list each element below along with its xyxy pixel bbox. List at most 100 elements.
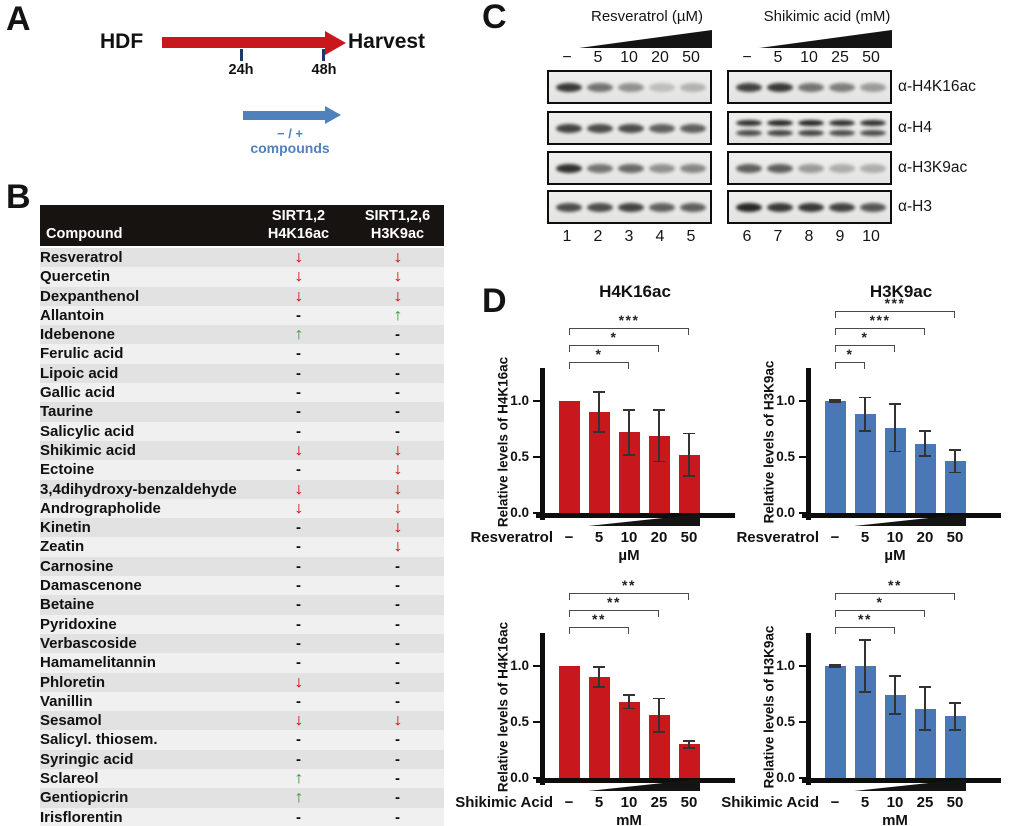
chart-h3k9ac-shikimic: Relative levels of H3K9ac 0.0 0.5 1.0 ** * ** S… xyxy=(721,566,1005,826)
header-line-h4k16ac: H4K16ac xyxy=(267,225,330,242)
error-bar-cap xyxy=(949,728,961,731)
down-arrow-icon: ↓ xyxy=(293,441,304,459)
error-bar-cap xyxy=(919,686,931,689)
y-tick-label: 0.5 xyxy=(776,449,795,464)
table-row: Salicyl. thiosem. - - xyxy=(40,730,444,750)
table-row: Dexpanthenol ↓ ↓ xyxy=(40,286,444,306)
panel-c-label: C xyxy=(482,0,507,36)
effect-cell: ↓ xyxy=(351,247,444,268)
compound-name-label: Shikimic Acid xyxy=(455,794,553,811)
significance-bracket xyxy=(835,362,865,369)
dose-label: 5 xyxy=(593,49,603,66)
protein-band xyxy=(829,164,855,173)
compound-name: Pyridoxine xyxy=(40,614,246,634)
effect-cell: - xyxy=(351,633,444,654)
effect-cell: - xyxy=(351,402,444,422)
no-change-dash: - xyxy=(395,364,400,382)
y-axis xyxy=(806,633,811,785)
effect-cell: - xyxy=(246,576,351,596)
table-row: Damascenone - - xyxy=(40,576,444,596)
protein-band xyxy=(587,83,613,92)
y-tick xyxy=(799,776,806,780)
table-row: Lipoic acid - - xyxy=(40,363,444,384)
dose-gradient-wedge-icon xyxy=(579,30,712,48)
y-tick xyxy=(533,664,540,668)
effect-cell: ↓ xyxy=(351,460,444,480)
no-change-dash: - xyxy=(395,326,400,344)
effect-cell: - xyxy=(246,460,351,480)
compound-name: Salicylic acid xyxy=(40,421,246,441)
effect-cell: - xyxy=(246,614,351,634)
no-change-dash: - xyxy=(296,422,301,440)
no-change-dash: - xyxy=(296,403,301,421)
no-change-dash: - xyxy=(395,654,400,672)
unit-label: mM xyxy=(882,812,908,826)
protein-band xyxy=(767,164,793,173)
dose-label: 50 xyxy=(946,794,964,811)
timeline-arrowhead-icon xyxy=(325,31,346,55)
y-tick xyxy=(533,455,540,459)
significance-bracket xyxy=(835,345,895,352)
no-change-dash: - xyxy=(296,364,301,382)
dose-label: 50 xyxy=(680,529,698,546)
effect-cell: - xyxy=(351,653,444,673)
header-sirt12-h4k16ac: SIRT1,2 H4K16ac xyxy=(246,205,351,248)
protein-band xyxy=(798,203,824,212)
effect-cell: - xyxy=(351,807,444,826)
error-bar-cap xyxy=(859,396,871,399)
table-row: Verbascoside - - xyxy=(40,633,444,654)
dose-label: 25 xyxy=(916,794,934,811)
chart-h4k16ac-shikimic: Relative levels of H4K16ac 0.0 0.5 1.0 ** ** *… xyxy=(455,566,739,826)
error-bar xyxy=(954,450,956,473)
error-bar xyxy=(598,667,600,688)
panel-b-label: B xyxy=(6,178,31,216)
dose-label: 20 xyxy=(916,529,934,546)
down-arrow-icon: ↓ xyxy=(392,249,403,266)
dose-gradient-wedge-icon xyxy=(588,779,700,791)
compound-name: Damascenone xyxy=(40,576,246,596)
dose-label: 50 xyxy=(946,529,964,546)
no-change-dash: - xyxy=(395,557,400,575)
error-bar-cap xyxy=(683,746,695,749)
error-bar-cap xyxy=(653,731,665,733)
effect-cell: - xyxy=(351,363,444,384)
dose-label: 10 xyxy=(800,49,818,66)
unit-label: mM xyxy=(616,812,642,826)
dose-gradient-wedge-icon xyxy=(588,514,700,526)
significance-bracket xyxy=(835,610,925,617)
error-bar-cap xyxy=(829,666,841,668)
dose-label: 50 xyxy=(680,794,698,811)
effect-cell: - xyxy=(351,421,444,441)
effect-cell: - xyxy=(246,344,351,364)
effect-cell: - xyxy=(246,691,351,712)
up-arrow-icon: ↑ xyxy=(293,789,304,807)
error-bar xyxy=(864,640,866,692)
significance-stars: * xyxy=(846,346,854,362)
x-label-row: Shikimic Acid − 5 10 25 50 xyxy=(721,792,1005,812)
table-row: Sesamol ↓ ↓ xyxy=(40,711,444,731)
dose-label: 5 xyxy=(860,529,870,546)
dose-label: 50 xyxy=(682,49,700,66)
bar xyxy=(914,708,936,778)
compound-name-label: Resveratrol xyxy=(470,529,553,546)
compound-name: Idebenone xyxy=(40,325,246,345)
effect-cell: - xyxy=(246,556,351,577)
error-bar xyxy=(628,409,630,455)
bar xyxy=(558,401,580,513)
wedge-row xyxy=(753,513,1005,527)
header-sirt126-h3k9ac: SIRT1,2,6 H3K9ac xyxy=(351,205,444,248)
error-bar xyxy=(864,397,866,432)
antibody-label: α-H3 xyxy=(898,198,932,215)
lane-number: 4 xyxy=(655,228,665,245)
timeline-tick-24h-label: 24h xyxy=(228,62,254,78)
table-row: Shikimic acid ↓ ↓ xyxy=(40,440,444,461)
error-bar-cap xyxy=(623,453,635,456)
y-tick-label: 1.0 xyxy=(776,658,795,673)
effect-cell: - xyxy=(351,344,444,364)
down-arrow-icon: ↓ xyxy=(392,712,403,730)
dose-label: 10 xyxy=(620,49,638,66)
header-line-sirt126: SIRT1,2,6 xyxy=(364,207,431,224)
compound-name: Vanillin xyxy=(40,691,246,712)
unit-row: mM xyxy=(753,812,1005,826)
y-tick-label: 0.5 xyxy=(510,714,529,729)
